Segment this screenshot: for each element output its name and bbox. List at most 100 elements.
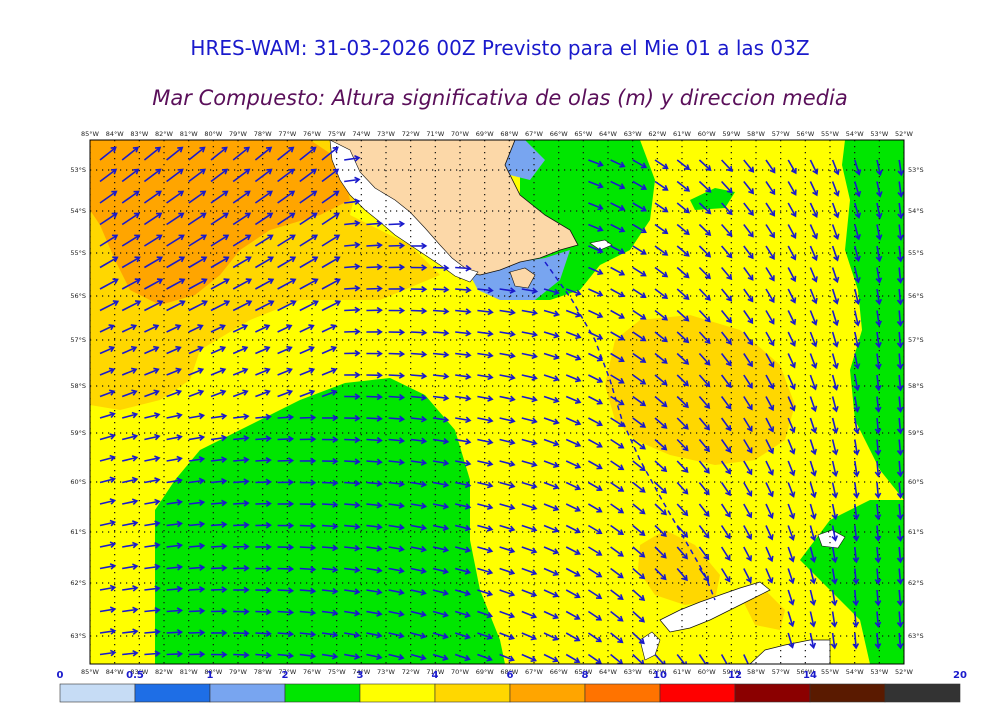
wave-arrow: [321, 522, 339, 530]
wave-arrow: [432, 632, 449, 640]
wave-arrow: [787, 331, 797, 347]
wave-arrow: [299, 234, 319, 247]
wave-arrow: [896, 374, 904, 392]
wave-arrow: [720, 374, 732, 389]
wave-arrow: [432, 286, 450, 293]
wave-arrow: [277, 522, 295, 529]
lon-label-top: 61°W: [673, 130, 692, 138]
wave-arrow: [521, 524, 538, 533]
wave-arrow: [676, 567, 688, 582]
wave-arrow: [610, 245, 626, 255]
wave-arrow: [321, 479, 339, 487]
wave-arrow: [255, 435, 272, 442]
wave-arrow: [210, 256, 230, 269]
wave-arrow: [521, 395, 538, 403]
wave-arrow: [432, 416, 450, 423]
wave-arrow: [875, 245, 883, 263]
lon-label-bottom: 84°W: [106, 668, 125, 676]
wave-arrow: [188, 542, 206, 550]
wave-arrow: [454, 567, 472, 575]
colorbar-swatch: [134, 683, 211, 703]
lon-label-top: 53°W: [870, 130, 889, 138]
wave-arrow: [831, 482, 839, 499]
wave-arrow: [188, 650, 206, 658]
wave-arrow: [477, 481, 494, 489]
wave-arrow: [831, 310, 840, 327]
lon-label-top: 69°W: [476, 130, 495, 138]
wave-arrow: [654, 180, 669, 191]
wave-arrow: [99, 606, 117, 614]
wave-arrow: [809, 331, 818, 348]
wave-arrow: [321, 168, 340, 183]
wave-arrow: [122, 498, 139, 506]
lon-label-bottom: 70°W: [451, 668, 470, 676]
wave-arrow: [743, 439, 753, 454]
wave-arrow: [831, 417, 839, 434]
lon-label-top: 56°W: [796, 130, 815, 138]
wave-arrow: [499, 610, 516, 619]
wave-arrow: [854, 181, 862, 198]
wave-arrow: [743, 181, 755, 195]
wave-arrow: [144, 606, 161, 614]
wave-arrow: [432, 524, 450, 532]
wave-arrow: [344, 436, 361, 444]
wave-arrow: [366, 501, 383, 509]
wave-arrow: [676, 503, 689, 517]
wave-arrow: [543, 610, 559, 620]
wave-arrow: [743, 202, 754, 217]
wave-arrow: [720, 245, 733, 259]
wave-arrow: [831, 589, 838, 607]
wave-arrow: [854, 310, 861, 327]
wave-arrow: [632, 567, 646, 580]
wave-arrow: [344, 371, 361, 379]
wave-arrow: [299, 457, 317, 465]
wave-arrow: [366, 566, 383, 574]
wave-arrow: [588, 159, 604, 168]
wave-arrow: [166, 520, 183, 528]
wave-arrow: [299, 256, 319, 269]
wave-arrow: [676, 460, 689, 473]
wave-arrow: [188, 278, 208, 290]
wave-arrow: [854, 245, 861, 262]
wave-arrow: [166, 300, 186, 312]
wave-arrow: [143, 190, 162, 204]
wave-arrow: [654, 266, 669, 278]
wave-arrow: [698, 438, 710, 453]
wave-arrow: [610, 331, 625, 341]
lon-label-bottom: 81°W: [180, 668, 199, 676]
wave-arrow: [344, 523, 361, 530]
wave-arrow: [565, 589, 581, 599]
wave-arrow: [632, 503, 646, 515]
wave-arrow: [188, 456, 206, 463]
wave-arrow: [321, 146, 339, 161]
wave-arrow: [809, 439, 818, 456]
lon-label-bottom: 75°W: [328, 668, 347, 676]
wave-arrow: [521, 438, 538, 446]
wave-arrow: [610, 395, 625, 406]
lon-label-bottom: 53°W: [870, 668, 889, 676]
wave-arrow: [654, 374, 668, 386]
wave-arrow: [787, 503, 796, 520]
wave-arrow: [853, 396, 861, 413]
wave-arrow: [144, 433, 161, 441]
wave-arrow: [277, 389, 294, 398]
wave-arrow: [366, 610, 383, 617]
wave-arrow: [698, 245, 712, 258]
wave-arrow: [632, 352, 647, 363]
wave-arrow: [277, 256, 297, 269]
wave-arrow: [787, 202, 797, 218]
wave-arrow: [743, 224, 754, 238]
wave-arrow: [277, 457, 295, 464]
wave-arrow: [99, 146, 117, 161]
wave-arrow: [366, 588, 383, 596]
wave-arrow: [721, 202, 733, 216]
wave-arrow: [854, 202, 862, 219]
wave-arrow: [588, 288, 604, 297]
lon-label-bottom: 54°W: [846, 668, 865, 676]
wave-arrow: [676, 352, 690, 365]
lon-label-top: 68°W: [500, 130, 519, 138]
wave-arrow: [588, 460, 603, 470]
field-2-3m-sw: [155, 378, 505, 664]
wave-arrow: [388, 220, 406, 228]
wave-arrow: [366, 415, 383, 422]
